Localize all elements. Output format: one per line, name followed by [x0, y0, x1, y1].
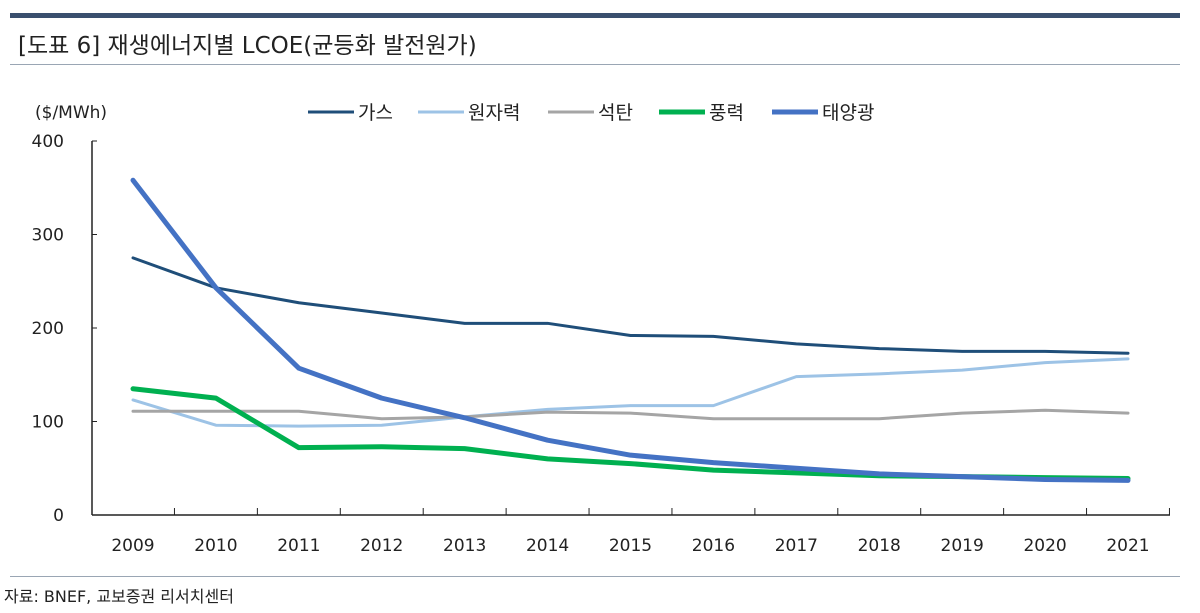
y-tick-label: 300	[32, 226, 64, 246]
y-tick-label: 0	[53, 506, 64, 526]
legend-label: 원자력	[468, 102, 520, 124]
x-tick-label: 2021	[1106, 536, 1149, 556]
x-tick-label: 2016	[692, 536, 735, 556]
figure-title: [도표 6] 재생에너지별 LCOE(균등화 발전원가)	[18, 33, 477, 59]
x-tick-label: 2009	[111, 536, 154, 556]
series-line-풍력	[130, 386, 1131, 482]
x-tick-label: 2019	[941, 536, 984, 556]
x-tick-label: 2010	[194, 536, 237, 556]
legend-label: 석탄	[598, 102, 633, 124]
source-note: 자료: BNEF, 교보증권 리서치센터	[4, 587, 234, 606]
source-divider	[10, 576, 1180, 577]
x-tick-label: 2012	[360, 536, 403, 556]
legend-label: 풍력	[709, 102, 744, 124]
x-tick-label: 2013	[443, 536, 486, 556]
y-tick-label: 400	[32, 132, 64, 152]
x-tick-label: 2014	[526, 536, 569, 556]
series-line-가스	[131, 256, 1130, 355]
series-line-원자력	[131, 357, 1130, 428]
legend-label: 태양광	[822, 102, 874, 124]
series-line-석탄	[131, 408, 1130, 421]
series-line-태양광	[130, 177, 1131, 483]
x-tick-label: 2015	[609, 536, 652, 556]
legend-label: 가스	[358, 102, 393, 124]
x-tick-label: 2018	[858, 536, 901, 556]
x-tick-label: 2011	[277, 536, 320, 556]
y-axis-label: ($/MWh)	[35, 103, 107, 123]
y-tick-label: 100	[32, 413, 64, 433]
x-tick-label: 2017	[775, 536, 818, 556]
title-divider	[10, 64, 1180, 65]
x-tick-label: 2020	[1023, 536, 1066, 556]
title-top-rule	[10, 13, 1180, 18]
y-tick-label: 200	[32, 319, 64, 339]
